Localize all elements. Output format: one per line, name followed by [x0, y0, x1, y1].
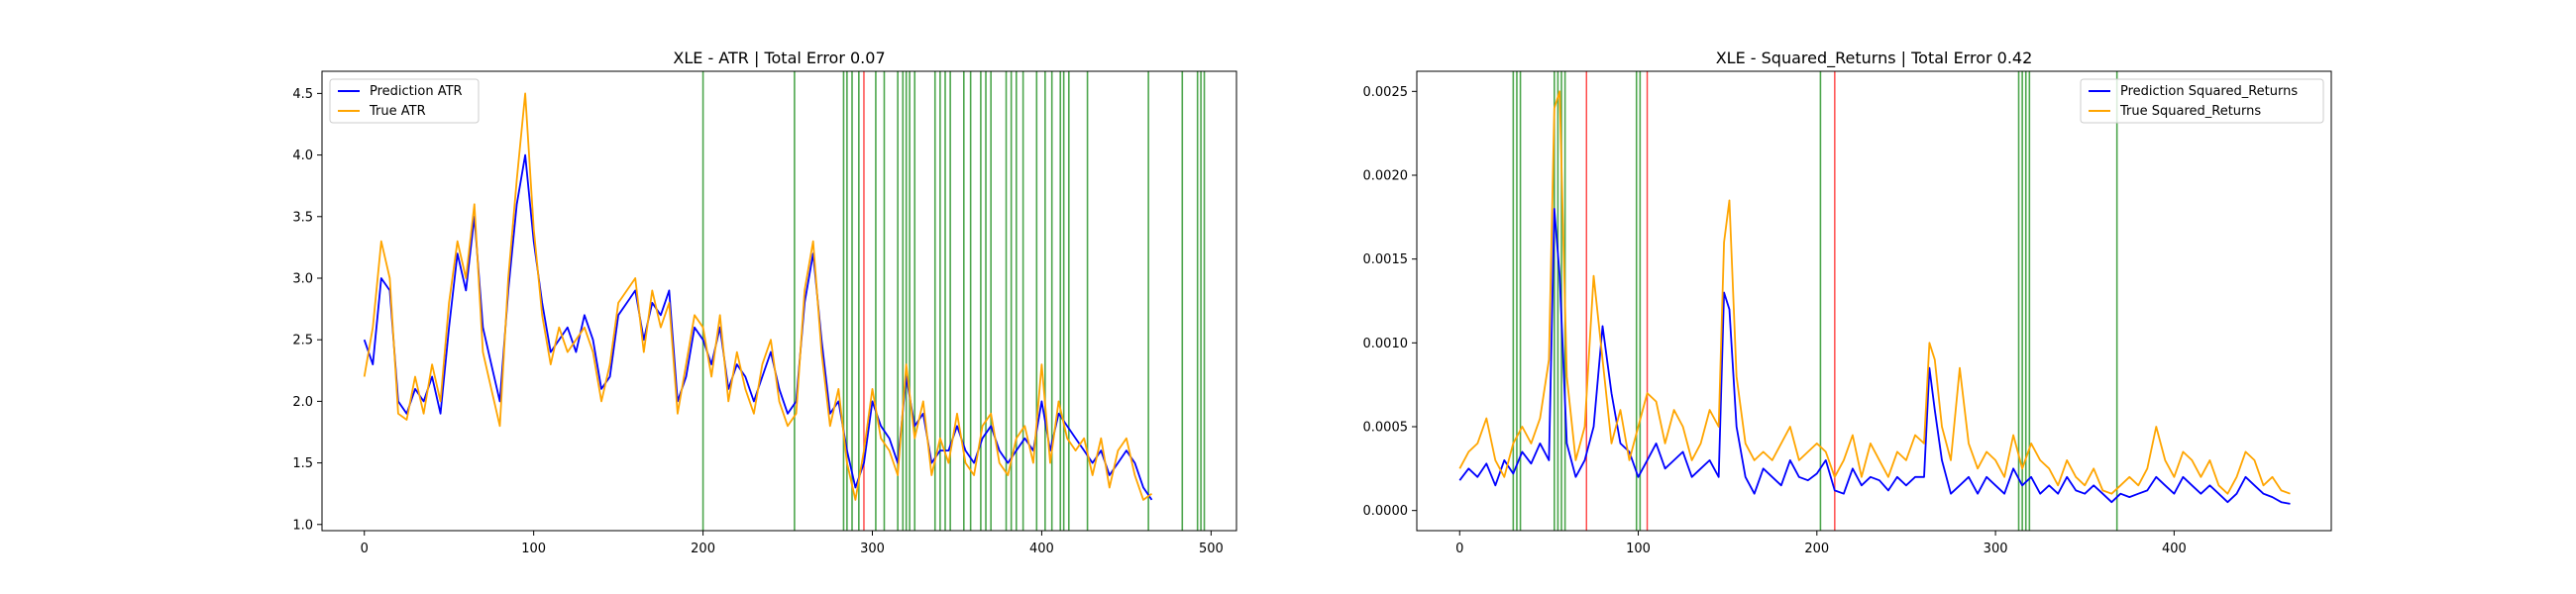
- y-tick-label: 1.5: [292, 456, 313, 471]
- x-tick-label: 300: [1984, 542, 2008, 556]
- y-tick-label: 1.0: [292, 518, 313, 533]
- true-series-line: [363, 92, 1153, 501]
- x-tick-label: 0: [1455, 542, 1463, 556]
- legend-label-prediction: Prediction Squared_Returns: [2120, 84, 2298, 99]
- x-tick-label: 400: [1029, 542, 1054, 556]
- x-tick-label: 100: [521, 542, 546, 556]
- y-tick-label: 3.5: [292, 210, 313, 225]
- legend-label-true: True ATR: [369, 104, 426, 119]
- y-tick-label: 2.5: [292, 334, 313, 348]
- y-tick-label: 2.0: [292, 395, 313, 410]
- y-tick-label: 0.0010: [1363, 337, 1409, 351]
- prediction-series-line: [1458, 207, 2291, 505]
- chart-title: XLE - ATR | Total Error 0.07: [673, 49, 885, 67]
- legend-label-true: True Squared_Returns: [2119, 104, 2261, 119]
- squared-returns-chart: XLE - Squared_Returns | Total Error 0.42…: [1363, 49, 2332, 556]
- series-layer: [1458, 90, 2291, 505]
- y-tick-label: 0.0020: [1363, 168, 1409, 183]
- atr-chart: XLE - ATR | Total Error 0.07 0 100 200 300 4…: [292, 49, 1237, 556]
- true-series-line: [1458, 90, 2291, 495]
- legend: Prediction ATR True ATR: [329, 78, 480, 124]
- x-tick-label: 400: [2162, 542, 2187, 556]
- x-tick-label: 500: [1199, 542, 1224, 556]
- x-tick-label: 200: [1804, 542, 1829, 556]
- x-axis: 0 100 200 300 400 500: [361, 531, 1224, 556]
- series-layer: [363, 92, 1153, 501]
- legend-box: [2080, 78, 2324, 124]
- legend-label-prediction: Prediction ATR: [370, 84, 463, 99]
- y-tick-label: 0.0015: [1363, 252, 1409, 267]
- y-axis: 0.0000 0.0005 0.0010 0.0015 0.0020 0.0025: [1363, 85, 1417, 519]
- y-axis: 1.0 1.5 2.0 2.5 3.0 3.5 4.0 4.5: [292, 87, 322, 533]
- y-tick-label: 4.0: [292, 148, 313, 163]
- chart-title: XLE - Squared_Returns | Total Error 0.42: [1716, 49, 2033, 68]
- legend-box: [329, 78, 480, 124]
- x-tick-label: 300: [860, 542, 885, 556]
- x-tick-label: 0: [361, 542, 369, 556]
- plot-frame: [321, 70, 1237, 532]
- y-tick-label: 4.5: [292, 87, 313, 102]
- plot-frame: [1416, 70, 2332, 532]
- y-tick-label: 0.0025: [1363, 85, 1409, 100]
- x-axis: 0 100 200 300 400: [1455, 531, 2187, 556]
- x-tick-label: 200: [691, 542, 715, 556]
- y-tick-label: 3.0: [292, 271, 313, 286]
- legend: Prediction Squared_Returns True Squared_…: [2080, 78, 2324, 124]
- x-tick-label: 100: [1626, 542, 1651, 556]
- y-tick-label: 0.0000: [1363, 504, 1409, 519]
- y-tick-label: 0.0005: [1363, 421, 1409, 436]
